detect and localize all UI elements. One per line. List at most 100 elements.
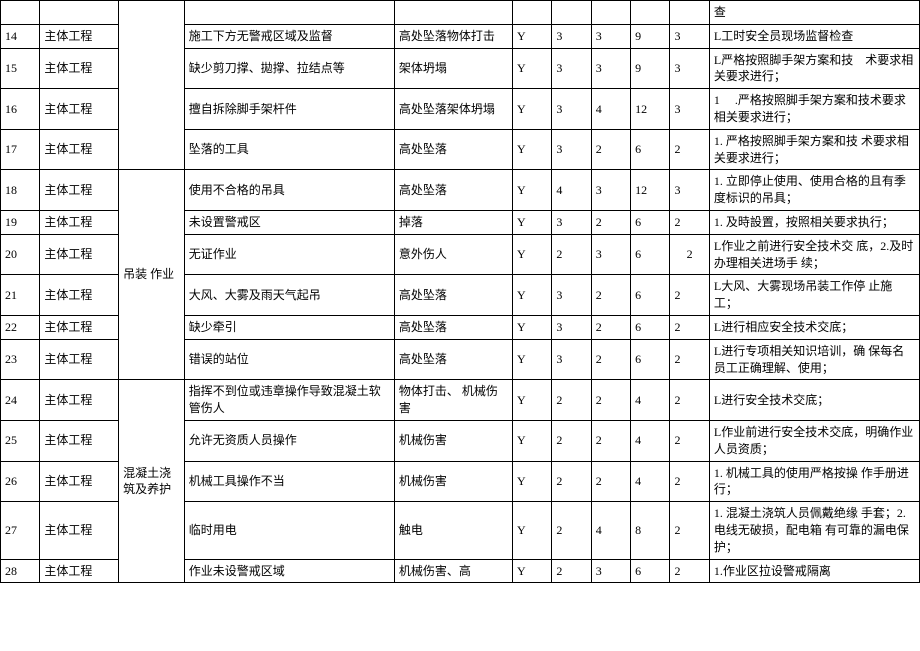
measure-cell: 1. 混凝土浇筑人员佩戴绝缘 手套；2.电线无破损，配电箱 有可靠的漏电保护； bbox=[709, 502, 919, 559]
n4-cell: 3 bbox=[670, 48, 709, 89]
n1-cell: 3 bbox=[552, 210, 591, 234]
y-cell: Y bbox=[512, 380, 551, 421]
measure-cell: 查 bbox=[709, 1, 919, 25]
y-cell: Y bbox=[512, 234, 551, 275]
n1-cell: 3 bbox=[552, 48, 591, 89]
n1-cell: 3 bbox=[552, 24, 591, 48]
hazard-cell: 未设置警戒区 bbox=[184, 210, 394, 234]
n2-cell: 2 bbox=[591, 129, 630, 170]
n1-cell: 2 bbox=[552, 234, 591, 275]
row-number: 27 bbox=[1, 502, 40, 559]
risk-cell: 高处坠落 bbox=[394, 170, 512, 211]
row-number: 19 bbox=[1, 210, 40, 234]
row-number: 22 bbox=[1, 315, 40, 339]
risk-cell: 高处坠落 bbox=[394, 315, 512, 339]
row-number: 25 bbox=[1, 420, 40, 461]
measure-cell: L严格按照脚手架方案和技 术要求相关要求进行； bbox=[709, 48, 919, 89]
row-number: 18 bbox=[1, 170, 40, 211]
hazard-cell: 缺少牵引 bbox=[184, 315, 394, 339]
n1-cell: 2 bbox=[552, 502, 591, 559]
n3-cell: 6 bbox=[631, 559, 670, 583]
risk-cell: 意外伤人 bbox=[394, 234, 512, 275]
row-number: 24 bbox=[1, 380, 40, 421]
subcategory-cell bbox=[119, 1, 185, 170]
hazard-cell: 指挥不到位或违章操作导致混凝土软管伤人 bbox=[184, 380, 394, 421]
table-row: 18主体工程吊装 作业使用不合格的吊具高处坠落Y431231. 立即停止使用、使… bbox=[1, 170, 920, 211]
risk-cell: 高处坠落 bbox=[394, 339, 512, 380]
table-row: 查 bbox=[1, 1, 920, 25]
n2-cell bbox=[591, 1, 630, 25]
n1-cell: 3 bbox=[552, 129, 591, 170]
n1-cell: 2 bbox=[552, 461, 591, 502]
hazard-cell: 允许无资质人员操作 bbox=[184, 420, 394, 461]
y-cell: Y bbox=[512, 339, 551, 380]
n4-cell: 2 bbox=[670, 339, 709, 380]
category-cell: 主体工程 bbox=[40, 559, 119, 583]
category-cell: 主体工程 bbox=[40, 315, 119, 339]
category-cell bbox=[40, 1, 119, 25]
risk-cell: 高处坠落物体打击 bbox=[394, 24, 512, 48]
hazard-cell: 错误的站位 bbox=[184, 339, 394, 380]
risk-cell: 机械伤害 bbox=[394, 461, 512, 502]
measure-cell: L大风、大雾现场吊装工作停 止施工； bbox=[709, 275, 919, 316]
hazard-cell: 临时用电 bbox=[184, 502, 394, 559]
category-cell: 主体工程 bbox=[40, 210, 119, 234]
category-cell: 主体工程 bbox=[40, 502, 119, 559]
n2-cell: 4 bbox=[591, 89, 630, 130]
n2-cell: 2 bbox=[591, 380, 630, 421]
row-number: 16 bbox=[1, 89, 40, 130]
n1-cell: 3 bbox=[552, 315, 591, 339]
subcategory-cell: 吊装 作业 bbox=[119, 170, 185, 380]
n3-cell: 6 bbox=[631, 129, 670, 170]
n1-cell: 2 bbox=[552, 559, 591, 583]
category-cell: 主体工程 bbox=[40, 420, 119, 461]
measure-cell: L作业之前进行安全技术交 底，2.及时办理相关进场手 续； bbox=[709, 234, 919, 275]
n3-cell: 9 bbox=[631, 24, 670, 48]
y-cell: Y bbox=[512, 48, 551, 89]
hazard-cell: 缺少剪刀撑、拋撑、拉结点等 bbox=[184, 48, 394, 89]
hazard-cell: 大风、大雾及雨天气起吊 bbox=[184, 275, 394, 316]
n3-cell: 6 bbox=[631, 315, 670, 339]
n3-cell: 4 bbox=[631, 420, 670, 461]
category-cell: 主体工程 bbox=[40, 275, 119, 316]
n4-cell: 3 bbox=[670, 24, 709, 48]
n4-cell: 2 bbox=[670, 129, 709, 170]
n4-cell: 2 bbox=[670, 559, 709, 583]
category-cell: 主体工程 bbox=[40, 380, 119, 421]
measure-cell: L作业前进行安全技术交底，明确作业人员资质； bbox=[709, 420, 919, 461]
y-cell: Y bbox=[512, 420, 551, 461]
n4-cell: 2 bbox=[670, 502, 709, 559]
n3-cell: 12 bbox=[631, 170, 670, 211]
measure-cell: 1. 及時設置，按照相关要求执行； bbox=[709, 210, 919, 234]
n4-cell: 3 bbox=[670, 170, 709, 211]
y-cell: Y bbox=[512, 89, 551, 130]
n4-cell: 2 bbox=[670, 234, 709, 275]
n1-cell: 3 bbox=[552, 89, 591, 130]
measure-cell: 1. 机械工具的使用严格按操 作手册进行； bbox=[709, 461, 919, 502]
measure-cell: L进行安全技术交底； bbox=[709, 380, 919, 421]
hazard-cell: 使用不合格的吊具 bbox=[184, 170, 394, 211]
category-cell: 主体工程 bbox=[40, 129, 119, 170]
category-cell: 主体工程 bbox=[40, 48, 119, 89]
measure-cell: L进行相应安全技术交底； bbox=[709, 315, 919, 339]
measure-cell: 1.作业区拉设警戒隔离 bbox=[709, 559, 919, 583]
category-cell: 主体工程 bbox=[40, 339, 119, 380]
category-cell: 主体工程 bbox=[40, 234, 119, 275]
n2-cell: 2 bbox=[591, 420, 630, 461]
y-cell: Y bbox=[512, 559, 551, 583]
n2-cell: 2 bbox=[591, 339, 630, 380]
n3-cell: 12 bbox=[631, 89, 670, 130]
category-cell: 主体工程 bbox=[40, 461, 119, 502]
n1-cell: 2 bbox=[552, 380, 591, 421]
y-cell: Y bbox=[512, 129, 551, 170]
y-cell: Y bbox=[512, 315, 551, 339]
measure-cell: L工时安全员现场监督检查 bbox=[709, 24, 919, 48]
row-number: 28 bbox=[1, 559, 40, 583]
n3-cell: 6 bbox=[631, 234, 670, 275]
risk-cell: 物体打击、 机械伤害 bbox=[394, 380, 512, 421]
n4-cell: 2 bbox=[670, 420, 709, 461]
n3-cell: 8 bbox=[631, 502, 670, 559]
n4-cell: 2 bbox=[670, 275, 709, 316]
y-cell: Y bbox=[512, 461, 551, 502]
row-number: 21 bbox=[1, 275, 40, 316]
